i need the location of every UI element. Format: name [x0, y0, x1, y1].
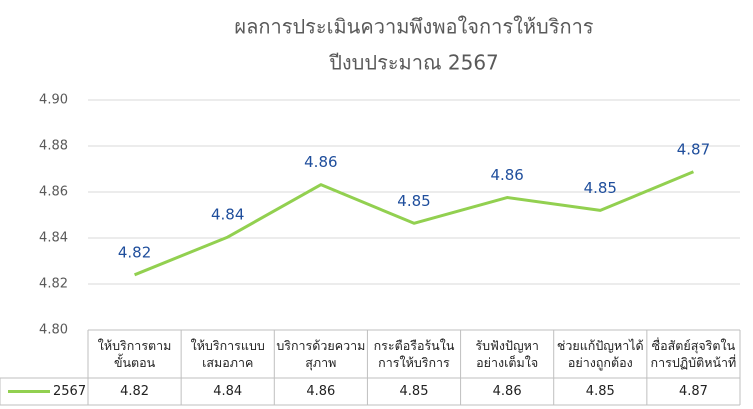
y-tick-label: 4.80 [39, 323, 68, 338]
line-series [134, 170, 695, 277]
table-value: 4.86 [492, 384, 522, 399]
data-label: 4.85 [584, 179, 617, 197]
table-value: 4.87 [678, 384, 708, 399]
data-label: 4.82 [118, 243, 151, 261]
x-tick-label: ซื่อสัตย์สุจริตใน การปฏิบัติหน้าที่ [650, 338, 737, 370]
chart-title: ผลการประเมินความพึงพอใจการให้บริการ [234, 15, 593, 39]
data-label: 4.85 [397, 192, 430, 210]
y-tick-label: 4.82 [39, 277, 68, 292]
y-tick-label: 4.86 [39, 185, 68, 200]
y-tick-label: 4.84 [39, 231, 68, 246]
y-tick-label: 4.88 [39, 139, 68, 154]
table-value: 4.82 [120, 384, 150, 399]
data-label: 4.86 [304, 153, 337, 171]
legend-label: 2567 [53, 384, 86, 399]
data-label: 4.84 [211, 206, 244, 224]
x-tick-label: ให้บริการแบบ เสมอภาค [190, 338, 265, 370]
data-label: 4.87 [677, 140, 710, 158]
table-value: 4.85 [399, 384, 429, 399]
chart-subtitle: ปีงบประมาณ 2567 [329, 51, 499, 75]
table-value: 4.85 [585, 384, 615, 399]
x-tick-label: กระตือรือร้นใน การให้บริการ [373, 338, 455, 370]
table-value: 4.86 [306, 384, 336, 399]
x-tick-label: บริการด้วยความ สุภาพ [276, 338, 366, 370]
table-value: 4.84 [213, 384, 243, 399]
x-tick-label: ช่วยแก้ปัญหาได้ อย่างถูกต้อง [556, 338, 644, 370]
y-tick-label: 4.90 [39, 93, 68, 108]
x-tick-label: ให้บริการตาม ขั้นตอน [97, 338, 172, 370]
x-tick-label: รับฟังปัญหา อย่างเต็มใจ [475, 338, 539, 370]
data-label: 4.86 [490, 166, 523, 184]
